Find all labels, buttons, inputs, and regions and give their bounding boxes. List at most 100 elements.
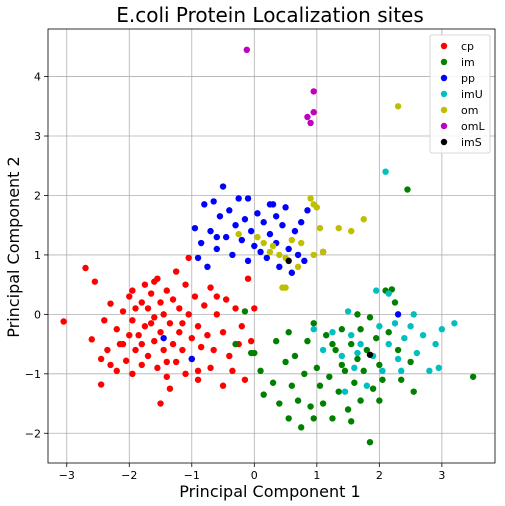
point-cp bbox=[172, 268, 180, 275]
point-cp bbox=[229, 367, 236, 375]
point-imU bbox=[410, 311, 417, 318]
point-omL bbox=[307, 119, 314, 127]
point-cp bbox=[179, 320, 186, 327]
point-imU bbox=[319, 346, 327, 354]
point-cp bbox=[138, 361, 145, 369]
point-imU bbox=[451, 320, 458, 327]
point-pp bbox=[241, 216, 249, 223]
point-imU bbox=[382, 168, 389, 175]
point-cp bbox=[222, 296, 230, 303]
point-pp bbox=[204, 263, 211, 271]
plot-frame bbox=[47, 28, 496, 464]
point-cp bbox=[129, 287, 136, 294]
point-imU bbox=[341, 388, 349, 395]
point-cp bbox=[204, 331, 211, 339]
point-cp bbox=[113, 326, 120, 333]
point-cp bbox=[185, 311, 192, 318]
point-cp bbox=[179, 346, 186, 354]
series-cp bbox=[60, 254, 258, 407]
point-im bbox=[376, 397, 383, 404]
point-cp bbox=[126, 331, 133, 339]
point-pp bbox=[254, 210, 261, 217]
point-pp bbox=[301, 257, 308, 265]
point-cp bbox=[163, 358, 170, 366]
point-cp bbox=[188, 334, 195, 342]
point-im bbox=[301, 370, 308, 378]
point-cp bbox=[147, 320, 155, 327]
point-imU bbox=[379, 367, 386, 375]
point-cp bbox=[135, 331, 142, 339]
point-imU bbox=[373, 287, 380, 294]
point-pp bbox=[276, 263, 283, 271]
y-tick-label: −1 bbox=[25, 368, 41, 381]
grid bbox=[48, 29, 495, 463]
point-om bbox=[310, 251, 317, 259]
legend-label-omL: omL bbox=[461, 120, 485, 133]
point-imU bbox=[357, 340, 364, 348]
point-im bbox=[323, 331, 330, 339]
point-im bbox=[366, 314, 374, 321]
point-cp bbox=[113, 367, 120, 375]
legend-marker-imU bbox=[440, 90, 448, 98]
point-pp bbox=[263, 254, 271, 262]
point-cp bbox=[151, 314, 158, 321]
point-im bbox=[469, 373, 477, 380]
point-om bbox=[266, 248, 274, 256]
y-tick-label: 3 bbox=[34, 130, 41, 143]
x-tick-label: 3 bbox=[438, 469, 445, 482]
point-cp bbox=[172, 358, 180, 366]
point-cp bbox=[157, 400, 164, 407]
point-cp bbox=[210, 346, 217, 354]
point-im bbox=[332, 346, 339, 354]
point-cp bbox=[219, 382, 227, 389]
x-tick-label: −2 bbox=[121, 469, 137, 482]
point-pp bbox=[244, 195, 252, 202]
point-imU bbox=[426, 367, 433, 375]
point-imU bbox=[376, 323, 383, 330]
point-im bbox=[360, 367, 367, 375]
point-imU bbox=[394, 355, 402, 363]
point-om bbox=[276, 251, 283, 259]
point-imU bbox=[385, 340, 392, 348]
legend-marker-imS bbox=[440, 138, 448, 146]
point-om bbox=[269, 242, 277, 250]
point-im bbox=[373, 334, 380, 342]
point-om bbox=[294, 263, 302, 271]
point-cp bbox=[226, 352, 233, 360]
point-im bbox=[344, 406, 352, 413]
point-im bbox=[398, 376, 405, 383]
point-im bbox=[276, 400, 283, 407]
point-im bbox=[376, 361, 383, 369]
point-cp bbox=[232, 305, 239, 312]
legend-label-imU: imU bbox=[461, 88, 483, 101]
point-cp bbox=[163, 373, 170, 380]
point-im bbox=[294, 397, 302, 404]
point-im bbox=[410, 388, 417, 395]
point-im bbox=[282, 358, 289, 366]
point-pp bbox=[285, 245, 292, 253]
point-im bbox=[385, 329, 392, 336]
point-im bbox=[247, 349, 255, 357]
legend-label-imS: imS bbox=[461, 136, 482, 149]
x-tick-label: 0 bbox=[251, 469, 258, 482]
point-cp bbox=[141, 323, 149, 330]
point-pp bbox=[304, 207, 311, 214]
point-im bbox=[291, 352, 299, 360]
chart-title: E.coli Protein Localization sites bbox=[116, 3, 424, 27]
point-omL bbox=[243, 46, 251, 54]
point-cp bbox=[141, 281, 149, 288]
y-tick-label: −2 bbox=[25, 427, 41, 440]
axis-ticks: −3 −2 −1 0 1 2 3 −2 −1 0 1 2 3 4 bbox=[25, 71, 446, 482]
point-om bbox=[313, 204, 321, 211]
point-pp bbox=[219, 183, 227, 190]
point-omL bbox=[310, 109, 317, 116]
point-cp bbox=[97, 355, 105, 363]
point-cp bbox=[119, 340, 127, 348]
point-im bbox=[404, 186, 411, 193]
point-im bbox=[338, 326, 346, 333]
point-imU bbox=[432, 340, 439, 348]
point-imU bbox=[401, 334, 408, 342]
point-cp bbox=[176, 305, 183, 312]
point-im bbox=[379, 376, 386, 383]
point-imU bbox=[344, 308, 352, 315]
